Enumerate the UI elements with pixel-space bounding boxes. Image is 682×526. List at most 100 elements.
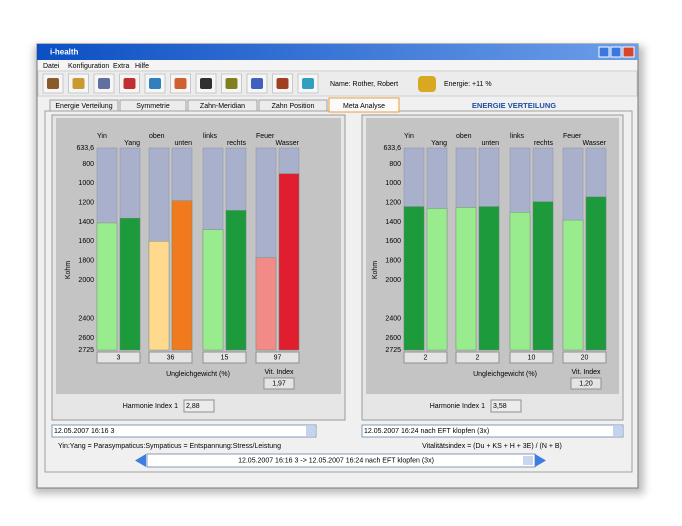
imbalance-box — [202, 351, 247, 364]
y-tick-label: 2600 — [78, 335, 94, 342]
tab-label[interactable]: Energie Verteilung — [55, 103, 112, 110]
imbalance-value: 3 — [117, 354, 121, 361]
footer-note: Yin:Yang = Parasympaticus:Sympaticus = E… — [58, 443, 281, 450]
bar-label: Wasser — [583, 140, 607, 147]
axis-label: Kohm — [372, 261, 379, 279]
tab-label[interactable]: Zahn-Meridian — [200, 103, 245, 110]
tab-label[interactable]: Symmetrie — [136, 103, 170, 110]
y-tick-label: 1000 — [385, 180, 401, 187]
imbalance-value: 2 — [476, 354, 480, 361]
bar-label: rechts — [534, 140, 554, 147]
bar-label: oben — [456, 133, 472, 140]
bar — [255, 257, 277, 351]
toolbar-icon — [200, 78, 212, 89]
imbalance-label: Ungleichgewicht (%) — [166, 371, 230, 378]
y-tick-label: 1400 — [385, 219, 401, 226]
y-tick-label: 800 — [82, 161, 94, 168]
tab[interactable] — [49, 99, 119, 112]
bar — [96, 222, 118, 351]
y-tick-label: 2725 — [78, 347, 94, 354]
section-title: ENERGIE VERTEILUNG — [472, 101, 556, 110]
maximize-button[interactable] — [610, 46, 622, 58]
window-title: i-health — [50, 48, 79, 57]
bar-label: Feuer — [563, 133, 582, 140]
menu-item[interactable]: Datei — [43, 63, 60, 70]
imbalance-box — [455, 351, 500, 364]
toolbar-icon — [98, 78, 110, 89]
nav-text: 12.05.2007 16:16 3 -> 12.05.2007 16:24 n… — [238, 457, 434, 464]
vit-index-label: Vit. Index — [571, 369, 601, 376]
harmony-value: 3,58 — [493, 403, 507, 410]
y-tick-label: 2400 — [78, 315, 94, 322]
y-tick-label: 1600 — [385, 238, 401, 245]
bar-label: Wasser — [276, 140, 300, 147]
bar-label: Yin — [404, 133, 414, 140]
tab-label[interactable]: Zahn Position — [272, 103, 315, 110]
y-tick-label: 633,6 — [383, 145, 401, 152]
minimize-button[interactable] — [598, 46, 610, 58]
tab[interactable] — [119, 99, 187, 112]
nav-prev[interactable] — [135, 454, 146, 467]
dropdown-text: 12.05.2007 16:16 3 — [54, 428, 114, 435]
bar — [509, 212, 531, 351]
vit-index-value: 1,20 — [579, 380, 593, 387]
imbalance-box — [403, 351, 448, 364]
imbalance-value: 20 — [581, 354, 589, 361]
dropdown-button[interactable] — [306, 426, 315, 436]
imbalance-value: 97 — [274, 354, 282, 361]
nav-next[interactable] — [535, 454, 546, 467]
close-button[interactable] — [622, 46, 635, 58]
y-tick-label: 1200 — [385, 200, 401, 207]
bar-label: links — [510, 133, 525, 140]
imbalance-box — [562, 351, 607, 364]
y-tick-label: 2400 — [385, 315, 401, 322]
y-tick-label: 1400 — [78, 219, 94, 226]
nav-dropdown-button[interactable] — [523, 456, 533, 465]
imbalance-value: 10 — [528, 354, 536, 361]
y-tick-label: 1800 — [385, 258, 401, 265]
bar — [171, 200, 193, 351]
imbalance-value: 36 — [167, 354, 175, 361]
tab-label[interactable]: Meta Analyse — [343, 103, 385, 110]
bar — [403, 206, 425, 351]
bar — [562, 219, 584, 351]
harmony-label: Harmonie Index 1 — [430, 403, 485, 410]
toolbar-icon — [276, 78, 289, 89]
imbalance-box — [96, 351, 141, 364]
tab[interactable] — [258, 99, 328, 112]
imbalance-box — [255, 351, 300, 364]
y-tick-label: 2725 — [385, 347, 401, 354]
bar-label: links — [203, 133, 218, 140]
bar — [278, 173, 300, 351]
bar-label: unten — [174, 140, 192, 147]
toolbar-icon — [47, 78, 59, 89]
session-dropdown[interactable] — [361, 424, 624, 438]
imbalance-label: Ungleichgewicht (%) — [473, 371, 537, 378]
harmony-box — [490, 399, 522, 413]
imbalance-box — [509, 351, 554, 364]
menu-item[interactable]: Extra — [113, 63, 129, 70]
vit-index-label: Vit. Index — [264, 369, 294, 376]
menu-item[interactable]: Konfiguration — [68, 63, 109, 70]
bar-label: Yin — [97, 133, 107, 140]
bar-label: oben — [149, 133, 165, 140]
tab-active[interactable] — [328, 97, 400, 113]
bar — [426, 208, 448, 351]
menu-item[interactable]: Hilfe — [135, 63, 149, 70]
bar — [148, 241, 170, 351]
session-dropdown[interactable] — [51, 424, 317, 438]
energy-icon[interactable] — [418, 76, 436, 92]
title-bar — [37, 44, 638, 60]
imbalance-box — [148, 351, 193, 364]
y-tick-label: 1200 — [78, 200, 94, 207]
y-tick-label: 1600 — [78, 238, 94, 245]
patient-name: Name: Rother, Robert — [330, 81, 398, 88]
y-tick-label: 633,6 — [76, 145, 94, 152]
tab[interactable] — [187, 99, 258, 112]
toolbar-icon — [174, 78, 187, 89]
harmony-label: Harmonie Index 1 — [123, 403, 178, 410]
y-tick-label: 800 — [389, 161, 401, 168]
toolbar-icon — [302, 78, 314, 89]
dropdown-button[interactable] — [613, 426, 622, 436]
